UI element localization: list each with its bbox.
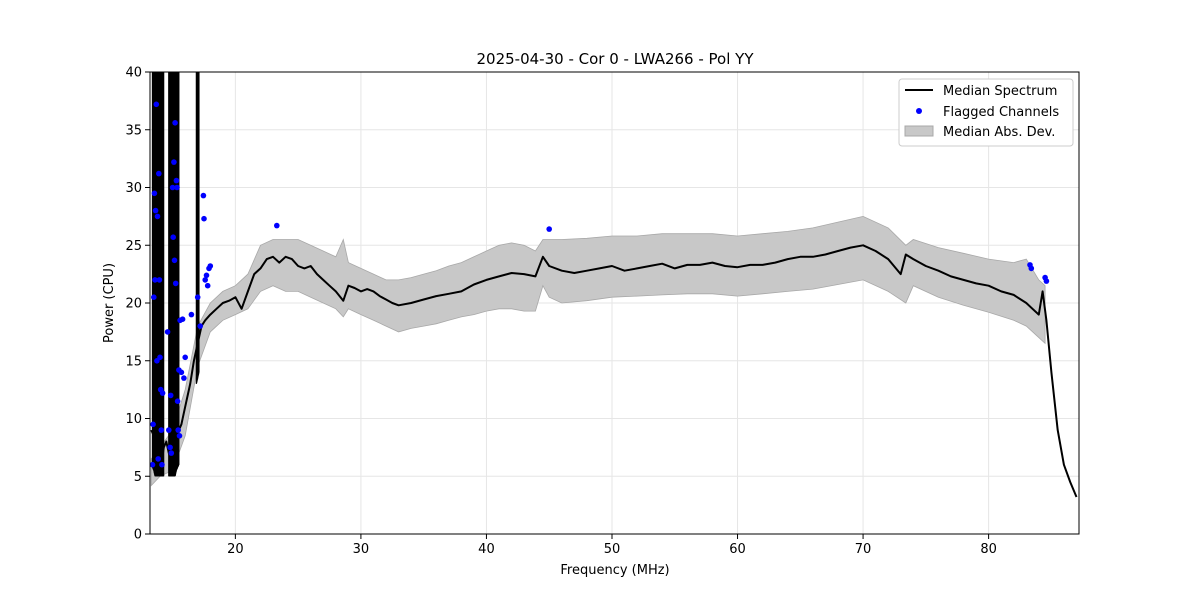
x-tick-label: 30 bbox=[353, 542, 370, 557]
y-axis: 0 5 10 15 20 25 30 35 40 bbox=[125, 66, 150, 543]
y-tick-label: 30 bbox=[125, 181, 142, 196]
flagged-point bbox=[150, 461, 156, 468]
flagged-point bbox=[152, 277, 158, 283]
y-tick-label: 5 bbox=[134, 470, 142, 485]
flagged-point bbox=[167, 392, 174, 399]
flagged-point bbox=[204, 282, 211, 289]
flagged-point bbox=[182, 354, 188, 361]
x-tick-label: 80 bbox=[980, 542, 997, 557]
y-tick-label: 35 bbox=[125, 123, 142, 138]
legend-label-flagged: Flagged Channels bbox=[943, 105, 1059, 120]
flagged-point bbox=[175, 427, 181, 433]
flagged-point bbox=[170, 234, 176, 240]
flagged-point bbox=[200, 192, 207, 199]
flagged-point bbox=[1028, 265, 1035, 272]
flagged-point bbox=[157, 354, 163, 361]
x-tick-label: 40 bbox=[478, 542, 495, 557]
flagged-point bbox=[202, 277, 208, 283]
legend-marker-icon bbox=[916, 108, 922, 114]
rfi-spikes bbox=[151, 72, 200, 477]
legend-label-median: Median Spectrum bbox=[943, 84, 1057, 99]
x-tick-label: 20 bbox=[227, 542, 244, 557]
legend-label-mad: Median Abs. Dev. bbox=[943, 125, 1055, 140]
flagged-point bbox=[179, 316, 186, 323]
flagged-point bbox=[152, 207, 159, 214]
y-axis-label: Power (CPU) bbox=[102, 263, 117, 343]
y-tick-label: 0 bbox=[134, 528, 142, 543]
flagged-point bbox=[188, 311, 195, 318]
flagged-point bbox=[178, 369, 185, 376]
median-spectrum-line bbox=[150, 244, 1078, 498]
flagged-point bbox=[154, 213, 161, 220]
y-tick-label: 15 bbox=[125, 354, 142, 369]
flagged-point bbox=[168, 450, 175, 456]
flagged-point bbox=[171, 159, 177, 165]
flagged-point bbox=[546, 226, 552, 232]
flagged-point bbox=[174, 398, 181, 405]
flagged-point bbox=[156, 277, 163, 283]
legend-patch-icon bbox=[904, 125, 934, 137]
flagged-point bbox=[181, 375, 187, 381]
chart-title: 2025-04-30 - Cor 0 - LWA266 - Pol YY bbox=[477, 50, 755, 68]
flagged-point bbox=[150, 421, 156, 428]
flagged-point bbox=[159, 390, 166, 396]
flagged-point bbox=[172, 120, 178, 126]
flagged-point bbox=[164, 329, 171, 335]
legend: Median Spectrum Flagged Channels Median … bbox=[898, 78, 1074, 147]
flagged-channels bbox=[150, 101, 1050, 468]
flagged-point bbox=[201, 215, 207, 222]
flagged-point bbox=[174, 184, 180, 191]
flagged-point bbox=[176, 433, 183, 439]
x-axis: 20 30 40 50 60 70 80 bbox=[227, 534, 997, 557]
flagged-point bbox=[155, 456, 161, 462]
flagged-point bbox=[159, 461, 165, 468]
flagged-point bbox=[194, 294, 201, 301]
flagged-point bbox=[156, 170, 162, 177]
flagged-point bbox=[197, 323, 203, 329]
median-abs-dev-band bbox=[150, 215, 1046, 487]
y-tick-label: 40 bbox=[125, 66, 142, 81]
flagged-point bbox=[171, 257, 178, 264]
flagged-point bbox=[203, 272, 210, 279]
flagged-point bbox=[151, 190, 158, 197]
legend-box bbox=[898, 78, 1074, 147]
x-tick-label: 70 bbox=[855, 542, 872, 557]
flagged-point bbox=[173, 177, 180, 184]
flagged-point bbox=[153, 101, 160, 108]
x-axis-label: Frequency (MHz) bbox=[560, 563, 669, 578]
flagged-point bbox=[151, 294, 157, 301]
flagged-point bbox=[274, 222, 280, 229]
y-tick-label: 10 bbox=[125, 412, 142, 427]
flagged-point bbox=[158, 427, 165, 433]
x-tick-label: 50 bbox=[604, 542, 621, 557]
flagged-point bbox=[169, 184, 176, 191]
x-tick-label: 60 bbox=[729, 542, 746, 557]
flagged-point bbox=[207, 263, 214, 269]
flagged-point bbox=[172, 280, 179, 287]
flagged-point bbox=[166, 427, 172, 433]
flagged-point bbox=[1043, 278, 1050, 284]
y-tick-label: 20 bbox=[125, 297, 142, 312]
y-tick-label: 25 bbox=[125, 239, 142, 254]
flagged-point bbox=[167, 444, 173, 451]
